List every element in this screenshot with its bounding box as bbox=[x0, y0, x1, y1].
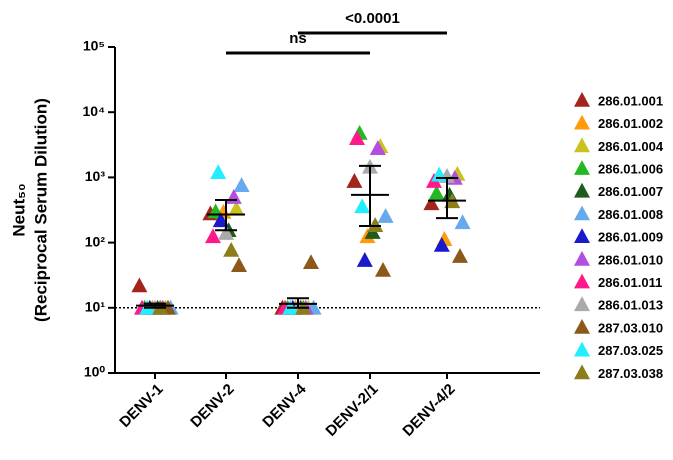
data-point bbox=[452, 248, 468, 263]
legend-marker bbox=[574, 273, 590, 289]
legend-label: 286.01.011 bbox=[598, 275, 662, 290]
legend-label: 286.01.008 bbox=[598, 207, 663, 222]
data-point bbox=[375, 261, 391, 277]
y-axis-label: (Reciprocal Serum Dilution) bbox=[31, 98, 50, 322]
data-point bbox=[205, 228, 221, 244]
data-point bbox=[346, 173, 363, 188]
y-tick-label: 10² bbox=[85, 233, 106, 249]
y-tick-label: 10⁵ bbox=[83, 38, 105, 54]
data-point bbox=[210, 164, 227, 180]
x-tick-label: DENV-4 bbox=[259, 380, 310, 431]
x-tick-label: DENV-2/1 bbox=[322, 381, 381, 440]
legend-marker bbox=[574, 160, 590, 175]
legend-marker bbox=[574, 137, 590, 153]
data-point bbox=[233, 177, 250, 192]
x-tick-label: DENV-4/2 bbox=[399, 381, 458, 440]
y-tick-label: 10¹ bbox=[85, 299, 106, 315]
data-point bbox=[349, 130, 365, 145]
legend-label: 286.01.013 bbox=[598, 298, 663, 313]
data-point bbox=[354, 198, 371, 214]
legend-marker bbox=[574, 92, 590, 107]
legend-label: 286.01.009 bbox=[598, 230, 663, 245]
y-tick-label: 10⁴ bbox=[83, 103, 106, 119]
data-point bbox=[218, 225, 234, 240]
legend-label: 286.01.006 bbox=[598, 162, 663, 177]
data-point bbox=[423, 195, 440, 211]
legend-label: 286.01.001 bbox=[598, 93, 663, 108]
legend-label: 286.01.010 bbox=[598, 252, 663, 267]
legend-marker bbox=[574, 296, 590, 312]
data-point bbox=[303, 254, 319, 270]
legend-label: 286.01.007 bbox=[598, 184, 663, 199]
data-point bbox=[454, 214, 471, 230]
data-point bbox=[367, 217, 384, 232]
data-point bbox=[231, 257, 247, 273]
legend-marker bbox=[574, 228, 590, 243]
legend-marker bbox=[574, 364, 590, 380]
y-tick-label: 10⁰ bbox=[84, 364, 106, 380]
data-point bbox=[131, 277, 148, 293]
legend-marker bbox=[574, 250, 590, 266]
data-point bbox=[212, 212, 229, 228]
legend-label: 286.01.002 bbox=[598, 116, 663, 131]
data-point bbox=[428, 185, 445, 200]
x-tick-label: DENV-2 bbox=[187, 381, 237, 431]
x-tick-label: DENV-1 bbox=[116, 381, 166, 431]
data-point bbox=[369, 140, 386, 156]
legend-marker bbox=[574, 319, 590, 334]
significance-label: <0.0001 bbox=[345, 10, 400, 27]
legend-label: 287.03.010 bbox=[598, 320, 663, 335]
data-point bbox=[356, 252, 373, 267]
y-axis-label: Neut₅₀ bbox=[9, 183, 28, 236]
legend-marker bbox=[574, 114, 590, 130]
legend-marker bbox=[574, 341, 590, 357]
legend-marker bbox=[574, 205, 590, 221]
legend-label: 287.03.025 bbox=[598, 343, 663, 358]
y-tick-label: 10³ bbox=[85, 168, 106, 184]
data-point bbox=[223, 242, 240, 257]
legend-label: 286.01.004 bbox=[598, 139, 664, 154]
data-point bbox=[433, 236, 450, 252]
legend-marker bbox=[574, 182, 590, 198]
data-point bbox=[228, 200, 245, 216]
legend-label: 287.03.038 bbox=[598, 366, 663, 381]
data-point bbox=[377, 208, 394, 223]
